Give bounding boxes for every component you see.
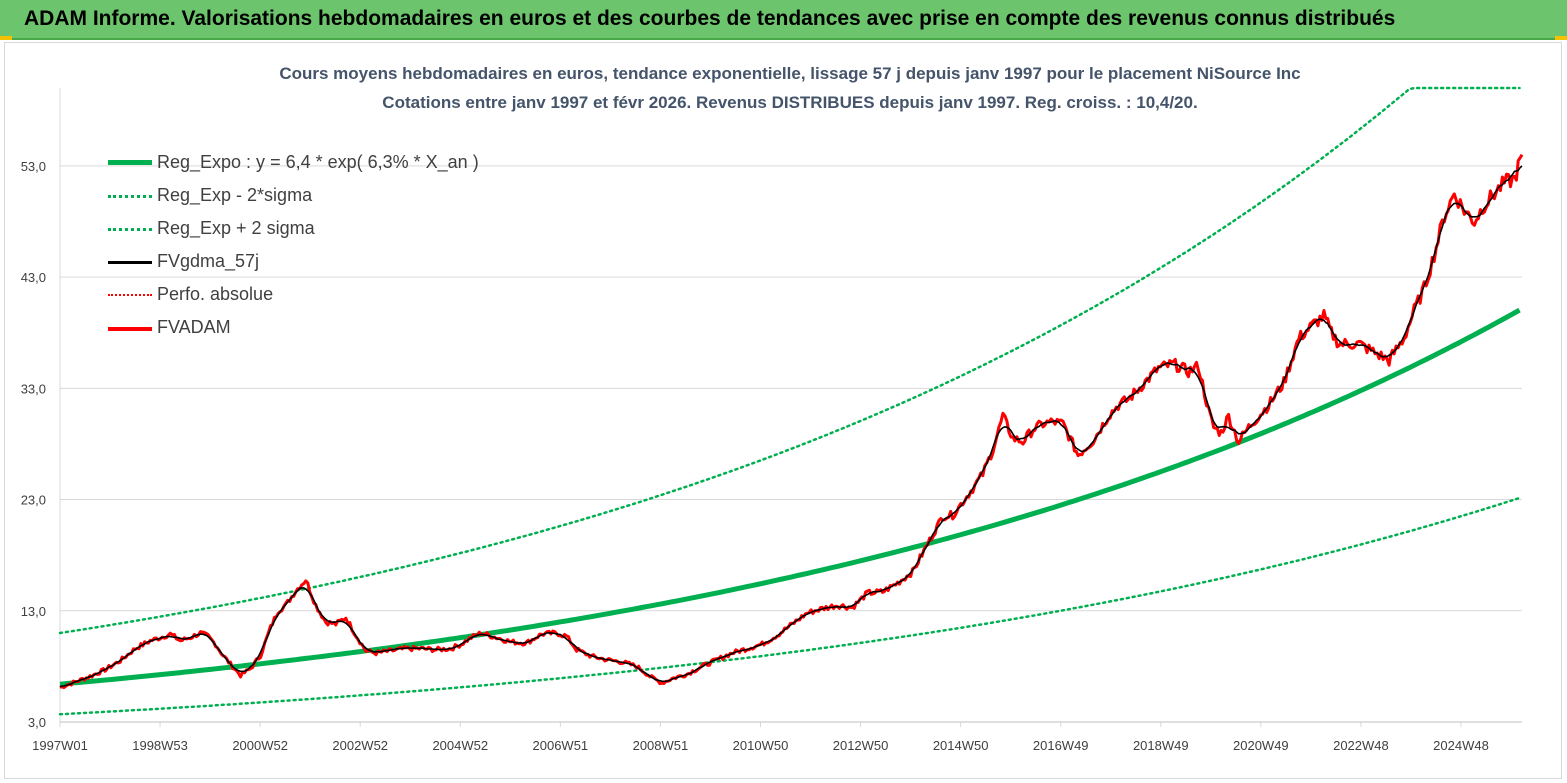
x-tick-label: 2022W48 xyxy=(1333,738,1389,753)
y-tick-label: 23,0 xyxy=(21,493,46,508)
x-tick-label: 2006W51 xyxy=(533,738,589,753)
series-reg-exp-minus-2sigma xyxy=(58,496,1521,716)
legend-label: Perfo. absolue xyxy=(157,284,274,304)
x-tick-label: 2008W51 xyxy=(633,738,689,753)
chart-title: Cours moyens hebdomadaires en euros, ten… xyxy=(279,64,1301,83)
legend-label: FVgdma_57j xyxy=(157,251,260,271)
x-tick-label: 2018W49 xyxy=(1133,738,1189,753)
x-tick-label: 2024W48 xyxy=(1433,738,1489,753)
legend-label: Reg_Expo : y = 6,4 * exp( 6,3% * X_an ) xyxy=(157,152,479,172)
legend-swatch-solid-red xyxy=(108,327,152,331)
y-tick-label: 43,0 xyxy=(21,270,46,285)
y-tick-label: 33,0 xyxy=(21,381,46,396)
series-fvgdma-57j xyxy=(59,165,1523,688)
legend-swatch-dotted-green xyxy=(108,228,152,231)
corner-mark-top-left xyxy=(0,36,12,40)
legend-label: Reg_Exp - 2*sigma xyxy=(157,185,313,205)
x-tick-label: 2012W50 xyxy=(833,738,889,753)
x-tick-label: 2010W50 xyxy=(733,738,789,753)
report-banner: ADAM Informe. Valorisations hebdomadaire… xyxy=(0,0,1567,40)
y-tick-label: 53,0 xyxy=(21,159,46,174)
report-title: ADAM Informe. Valorisations hebdomadaire… xyxy=(24,7,1396,30)
legend-label: FVADAM xyxy=(157,317,231,337)
series-reg-expo xyxy=(59,307,1521,687)
y-tick-label: 3,0 xyxy=(28,715,46,730)
x-tick-label: 1997W01 xyxy=(32,738,88,753)
x-tick-label: 2000W52 xyxy=(232,738,288,753)
legend-label: Reg_Exp + 2 sigma xyxy=(157,218,315,238)
legend-swatch-dotted-red xyxy=(108,294,152,296)
x-tick-label: 1998W53 xyxy=(132,738,188,753)
x-tick-label: 2014W50 xyxy=(933,738,989,753)
legend-swatch-solid-black xyxy=(108,261,152,264)
x-tick-label: 2016W49 xyxy=(1033,738,1089,753)
x-tick-label: 2004W52 xyxy=(432,738,488,753)
series-reg-exp-plus-2sigma xyxy=(58,86,1521,635)
y-tick-label: 13,0 xyxy=(21,604,46,619)
x-tick-label: 2002W52 xyxy=(332,738,388,753)
chart-frame xyxy=(4,42,1562,779)
corner-mark-top-right xyxy=(1555,36,1567,40)
chart-subtitle: Cotations entre janv 1997 et févr 2026. … xyxy=(382,93,1198,112)
legend-swatch-dotted-green xyxy=(108,195,152,198)
legend-swatch-solid-green xyxy=(108,160,152,165)
x-tick-label: 2020W49 xyxy=(1233,738,1289,753)
